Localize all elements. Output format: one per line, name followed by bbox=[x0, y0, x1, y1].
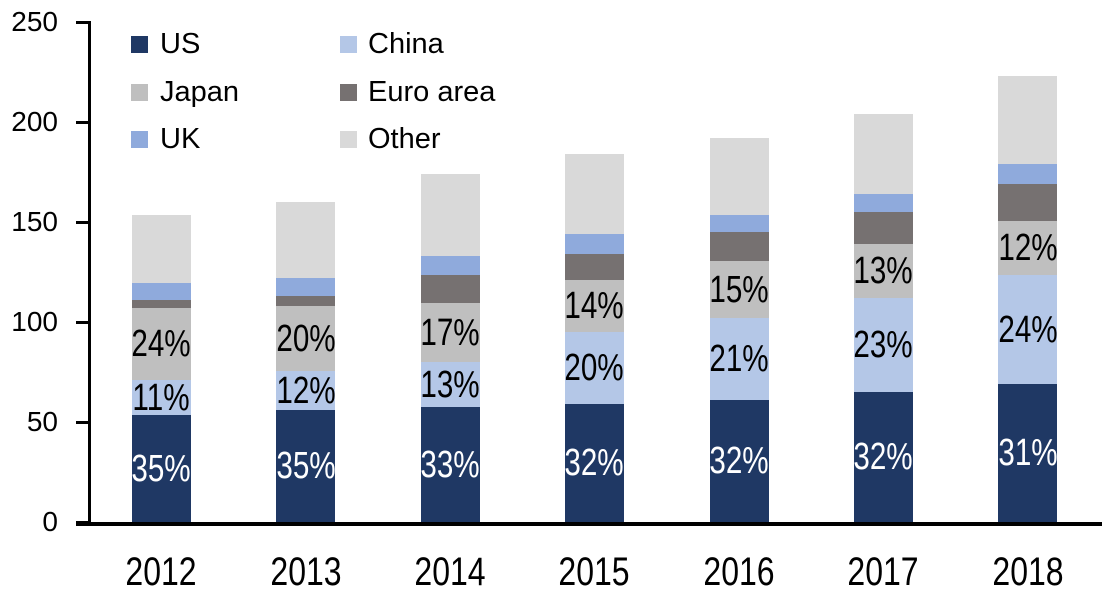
bar-segment-china bbox=[853, 298, 913, 392]
y-axis-tick-label: 200 bbox=[11, 106, 58, 137]
bar-segment-euro-area bbox=[853, 212, 913, 244]
segment-percent-label: 11% bbox=[132, 376, 190, 419]
bar-segment-japan bbox=[853, 244, 913, 298]
legend-swatch-icon bbox=[131, 83, 148, 101]
bar-segment-uk bbox=[853, 194, 913, 212]
bar-segment-china bbox=[420, 362, 480, 407]
bar-segment-china bbox=[564, 332, 624, 404]
y-axis-tick-label: 0 bbox=[42, 506, 58, 537]
legend-label: US bbox=[160, 28, 201, 60]
segment-percent-label: 24% bbox=[997, 308, 1058, 351]
legend-swatch-icon bbox=[340, 131, 357, 148]
x-axis-label-2014: 2014 bbox=[414, 550, 486, 594]
x-axis-label-2013: 2013 bbox=[269, 550, 342, 594]
bar-segment-us bbox=[564, 404, 624, 522]
segment-percent-label: 24% bbox=[131, 323, 191, 365]
legend-label: Japan bbox=[160, 75, 240, 108]
segment-percent-label: 21% bbox=[709, 338, 769, 380]
bar-segment-uk bbox=[998, 164, 1057, 184]
segment-percent-label: 35% bbox=[131, 447, 191, 490]
bar-segment-uk bbox=[276, 278, 335, 296]
y-axis-line bbox=[88, 21, 91, 526]
x-axis-label-2016: 2016 bbox=[703, 550, 775, 594]
bar-segment-other bbox=[998, 76, 1057, 164]
y-axis-tick-mark bbox=[76, 221, 88, 224]
bar-segment-japan bbox=[709, 261, 769, 318]
legend-swatch-icon bbox=[131, 36, 148, 53]
y-axis-tick-mark bbox=[76, 421, 88, 424]
bar-segment-us bbox=[131, 415, 191, 522]
bar-segment-china bbox=[709, 318, 769, 400]
segment-percent-label: 14% bbox=[564, 285, 624, 327]
bar-segment-japan bbox=[564, 280, 624, 332]
y-axis-tick-label: 250 bbox=[11, 6, 58, 37]
segment-percent-label: 32% bbox=[564, 442, 624, 484]
bar-segment-china bbox=[131, 380, 191, 415]
bar-segment-other bbox=[853, 114, 913, 194]
segment-percent-label: 12% bbox=[997, 227, 1058, 269]
x-axis-label-2017: 2017 bbox=[847, 550, 919, 594]
legend-label: Other bbox=[368, 123, 441, 155]
bar-segment-other bbox=[564, 154, 624, 234]
y-axis-tick-mark bbox=[76, 21, 88, 24]
bar-segment-other bbox=[709, 138, 769, 215]
legend-swatch-icon bbox=[340, 83, 357, 101]
bar-segment-other bbox=[276, 202, 335, 278]
bar-segment-euro-area bbox=[131, 300, 191, 308]
bar-segment-us bbox=[998, 384, 1057, 522]
bar-segment-uk bbox=[420, 256, 480, 275]
bar-segment-japan bbox=[131, 308, 191, 380]
segment-percent-label: 13% bbox=[853, 250, 913, 292]
legend-label: UK bbox=[160, 123, 201, 155]
segment-percent-label: 32% bbox=[853, 436, 913, 478]
segment-percent-label: 33% bbox=[420, 443, 480, 486]
bar-segment-us bbox=[276, 410, 335, 522]
y-axis-tick-mark bbox=[76, 121, 88, 124]
x-axis-line bbox=[76, 522, 1102, 526]
x-axis-label-2012: 2012 bbox=[125, 550, 197, 594]
bar-segment-japan bbox=[420, 303, 480, 362]
bar-segment-japan bbox=[998, 221, 1057, 275]
bar-segment-other bbox=[131, 215, 191, 283]
bar-segment-euro-area bbox=[564, 254, 624, 280]
segment-percent-label: 31% bbox=[997, 432, 1058, 474]
legend-swatch-icon bbox=[131, 131, 148, 148]
segment-percent-label: 20% bbox=[564, 347, 624, 389]
segment-percent-label: 32% bbox=[709, 440, 769, 482]
bar-segment-euro-area bbox=[998, 184, 1057, 221]
segment-percent-label: 23% bbox=[853, 324, 913, 366]
segment-percent-label: 12% bbox=[275, 369, 336, 412]
legend-swatch-icon bbox=[340, 36, 357, 53]
bar-segment-other bbox=[420, 174, 480, 256]
bar-segment-euro-area bbox=[420, 275, 480, 303]
segment-percent-label: 13% bbox=[420, 363, 480, 406]
x-axis-label-2018: 2018 bbox=[991, 550, 1064, 594]
y-axis-tick-mark bbox=[76, 321, 88, 324]
segment-percent-label: 15% bbox=[709, 268, 769, 311]
bar-segment-us bbox=[420, 407, 480, 522]
bar-segment-china bbox=[998, 275, 1057, 384]
bar-segment-us bbox=[709, 400, 769, 522]
y-axis-tick-label: 100 bbox=[11, 306, 58, 337]
bar-segment-us bbox=[853, 392, 913, 522]
bar-segment-euro-area bbox=[709, 232, 769, 261]
bar-segment-uk bbox=[564, 234, 624, 254]
segment-percent-label: 20% bbox=[275, 317, 336, 360]
y-axis-tick-label: 50 bbox=[26, 406, 58, 437]
bar-segment-china bbox=[276, 371, 335, 410]
segment-percent-label: 35% bbox=[275, 445, 336, 487]
legend-label: Euro area bbox=[368, 75, 496, 108]
bar-segment-uk bbox=[709, 215, 769, 232]
legend-label: China bbox=[368, 28, 444, 60]
y-axis-tick-label: 150 bbox=[11, 206, 58, 237]
segment-percent-label: 17% bbox=[420, 311, 480, 354]
x-axis-label-2015: 2015 bbox=[558, 550, 630, 594]
bar-segment-japan bbox=[276, 306, 335, 371]
bar-segment-euro-area bbox=[276, 296, 335, 306]
bar-segment-uk bbox=[131, 283, 191, 300]
